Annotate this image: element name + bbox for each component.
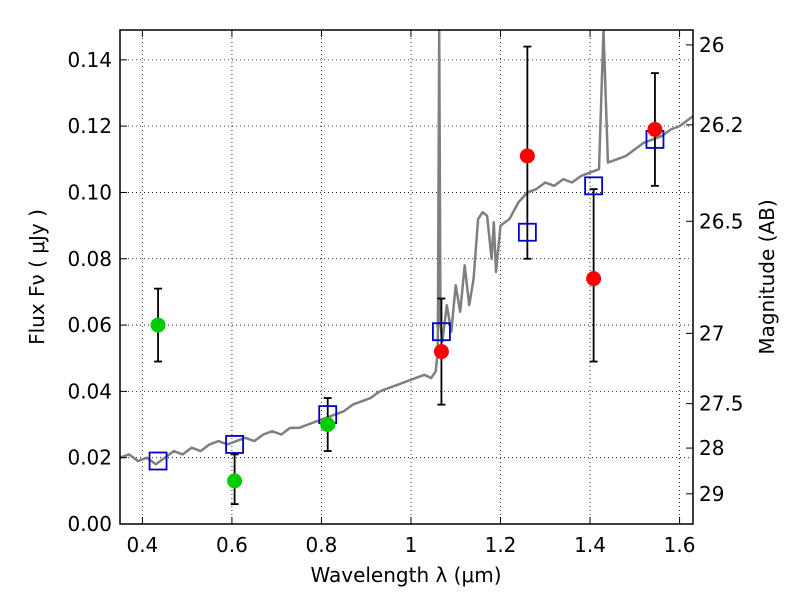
y-tick-label: 0.06	[67, 313, 112, 337]
x-tick-label: 1.2	[485, 533, 517, 557]
model-square-marker	[584, 176, 604, 196]
right-tick-label: 27.5	[699, 392, 744, 416]
y-tick-label: 0.04	[67, 379, 112, 403]
right-tick-label: 29	[699, 482, 724, 506]
x-tick-label: 1	[405, 533, 418, 557]
x-tick-label: 0.4	[126, 533, 158, 557]
data-point	[150, 317, 166, 333]
right-tick-label: 28	[699, 436, 724, 460]
y-tick-label: 0.00	[67, 512, 112, 536]
data-point	[227, 473, 243, 489]
spectrum-line	[120, 30, 693, 466]
model-square-marker	[148, 451, 168, 471]
plot-frame	[119, 29, 694, 525]
data-point	[647, 121, 663, 137]
right-tick-label: 26	[699, 33, 724, 57]
data-point	[433, 344, 449, 360]
data-point	[586, 271, 602, 287]
y-tick-label: 0.12	[67, 114, 112, 138]
model-square-marker	[517, 222, 537, 242]
right-tick-label: 26.2	[699, 113, 744, 137]
model-spectrum	[120, 30, 693, 466]
ticks: 0.4 0.6 0.8 1 1.2 1.4 1.6 0.00 0.02 0.04 0.06 0.08 0…	[67, 30, 744, 557]
x-tick-label: 0.8	[306, 533, 338, 557]
y-axis-label: Flux Fν ( μJy )	[25, 209, 49, 345]
x-tick-label: 1.4	[574, 533, 606, 557]
right-tick-label: 26.5	[699, 209, 744, 233]
data-point	[320, 417, 336, 433]
y-tick-label: 0.10	[67, 180, 112, 204]
x-axis-label: Wavelength λ (μm)	[310, 563, 501, 587]
x-tick-label: 1.6	[664, 533, 696, 557]
y-tick-label: 0.02	[67, 446, 112, 470]
right-tick-label: 27	[699, 321, 724, 345]
x-tick-label: 0.6	[216, 533, 248, 557]
model-square-marker	[432, 322, 451, 342]
model-square-marker	[225, 435, 245, 454]
data-markers	[148, 45, 665, 506]
y-tick-label: 0.08	[67, 247, 112, 271]
right-axis-label: Magnitude (AB)	[755, 199, 779, 354]
data-point	[519, 148, 535, 164]
y-tick-label: 0.14	[67, 48, 112, 72]
